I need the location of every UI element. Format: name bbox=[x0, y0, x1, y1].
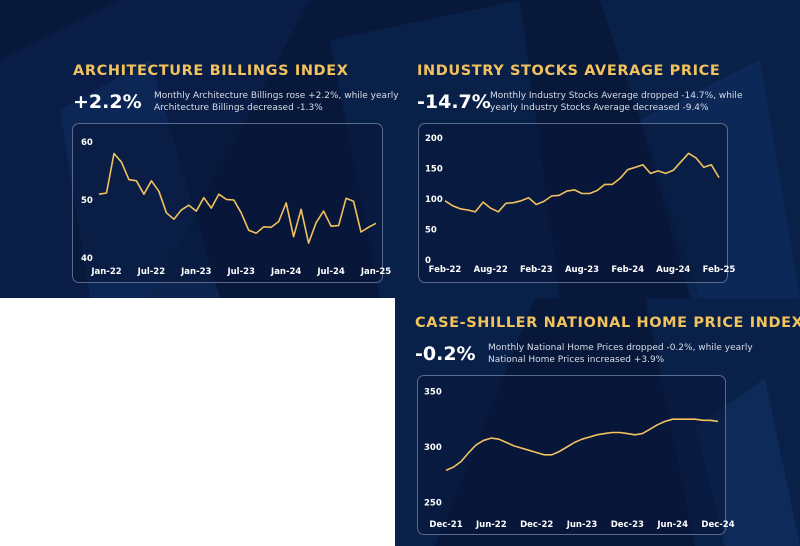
y-tick-label: 50 bbox=[425, 226, 437, 236]
stat-home-price: -0.2% bbox=[415, 343, 476, 365]
y-tick-label: 150 bbox=[425, 165, 443, 175]
x-tick-label: Aug-23 bbox=[565, 265, 599, 275]
x-tick-label: Dec-21 bbox=[429, 520, 462, 530]
panel-title-home-price: CASE-SHILLER NATIONAL HOME PRICE INDEX bbox=[415, 315, 800, 331]
description-industry-stocks: Monthly Industry Stocks Average dropped … bbox=[490, 91, 743, 113]
x-tick-label: Aug-22 bbox=[474, 265, 508, 275]
chart-architecture: 40 50 60 Jan-22 Jul-22 Jan-23 Jul-23 Jan-24 Jul-… bbox=[72, 123, 391, 283]
y-tick-label: 100 bbox=[425, 195, 443, 205]
y-tick-label: 200 bbox=[425, 134, 443, 144]
panel-title-industry-stocks: INDUSTRY STOCKS AVERAGE PRICE bbox=[417, 63, 721, 79]
x-tick-label: Feb-24 bbox=[611, 265, 644, 275]
x-tick-label: Jul-22 bbox=[137, 267, 166, 277]
y-tick-label: 350 bbox=[424, 387, 442, 397]
series-line bbox=[444, 152, 720, 213]
panel-title-architecture: ARCHITECTURE BILLINGS INDEX bbox=[73, 63, 349, 79]
series-line bbox=[445, 418, 719, 472]
x-tick-label: Aug-24 bbox=[656, 265, 690, 275]
chart-industry-stocks: 0 50 100 150 200 Feb-22 Aug-22 Feb-23 Aug-23 Feb-… bbox=[418, 123, 735, 283]
y-tick-label: 250 bbox=[424, 499, 442, 509]
chart-architecture-svg: 40 50 60 Jan-22 Jul-22 Jan-23 Jul-23 Jan-24 Jul-… bbox=[81, 138, 391, 277]
chart-home-price-svg: 250 300 350 Dec-21 Jun-22 Dec-22 Jun-23 Dec-23 J… bbox=[424, 387, 735, 530]
series-line bbox=[98, 152, 377, 244]
x-tick-label: Feb-23 bbox=[520, 265, 553, 275]
stat-industry-stocks: -14.7% bbox=[417, 91, 491, 113]
x-tick-label: Jan-22 bbox=[90, 267, 121, 277]
y-tick-label: 0 bbox=[425, 256, 431, 266]
x-tick-label: Jan-24 bbox=[270, 267, 301, 277]
description-home-price: Monthly National Home Prices dropped -0.… bbox=[488, 343, 753, 365]
x-tick-label: Jun-23 bbox=[566, 520, 598, 530]
chart-home-price: 250 300 350 Dec-21 Jun-22 Dec-22 Jun-23 Dec-23 J… bbox=[417, 375, 735, 535]
description-architecture: Monthly Architecture Billings rose +2.2%… bbox=[154, 91, 399, 113]
chart-industry-stocks-svg: 0 50 100 150 200 Feb-22 Aug-22 Feb-23 Aug-23 Feb-… bbox=[425, 134, 735, 275]
y-tick-label: 60 bbox=[81, 138, 93, 148]
stat-architecture: +2.2% bbox=[73, 91, 142, 113]
x-tick-label: Jun-22 bbox=[475, 520, 507, 530]
x-tick-label: Feb-25 bbox=[703, 265, 736, 275]
x-tick-label: Jan-25 bbox=[360, 267, 391, 277]
x-tick-label: Jun-24 bbox=[656, 520, 688, 530]
x-tick-label: Dec-22 bbox=[520, 520, 553, 530]
x-tick-label: Jul-23 bbox=[226, 267, 255, 277]
x-tick-label: Dec-24 bbox=[701, 520, 734, 530]
y-tick-label: 300 bbox=[424, 443, 442, 453]
y-tick-label: 40 bbox=[81, 254, 93, 264]
y-tick-label: 50 bbox=[81, 196, 93, 206]
x-tick-label: Feb-22 bbox=[429, 265, 462, 275]
x-tick-label: Dec-23 bbox=[611, 520, 644, 530]
x-tick-label: Jan-23 bbox=[180, 267, 211, 277]
x-tick-label: Jul-24 bbox=[316, 267, 345, 277]
